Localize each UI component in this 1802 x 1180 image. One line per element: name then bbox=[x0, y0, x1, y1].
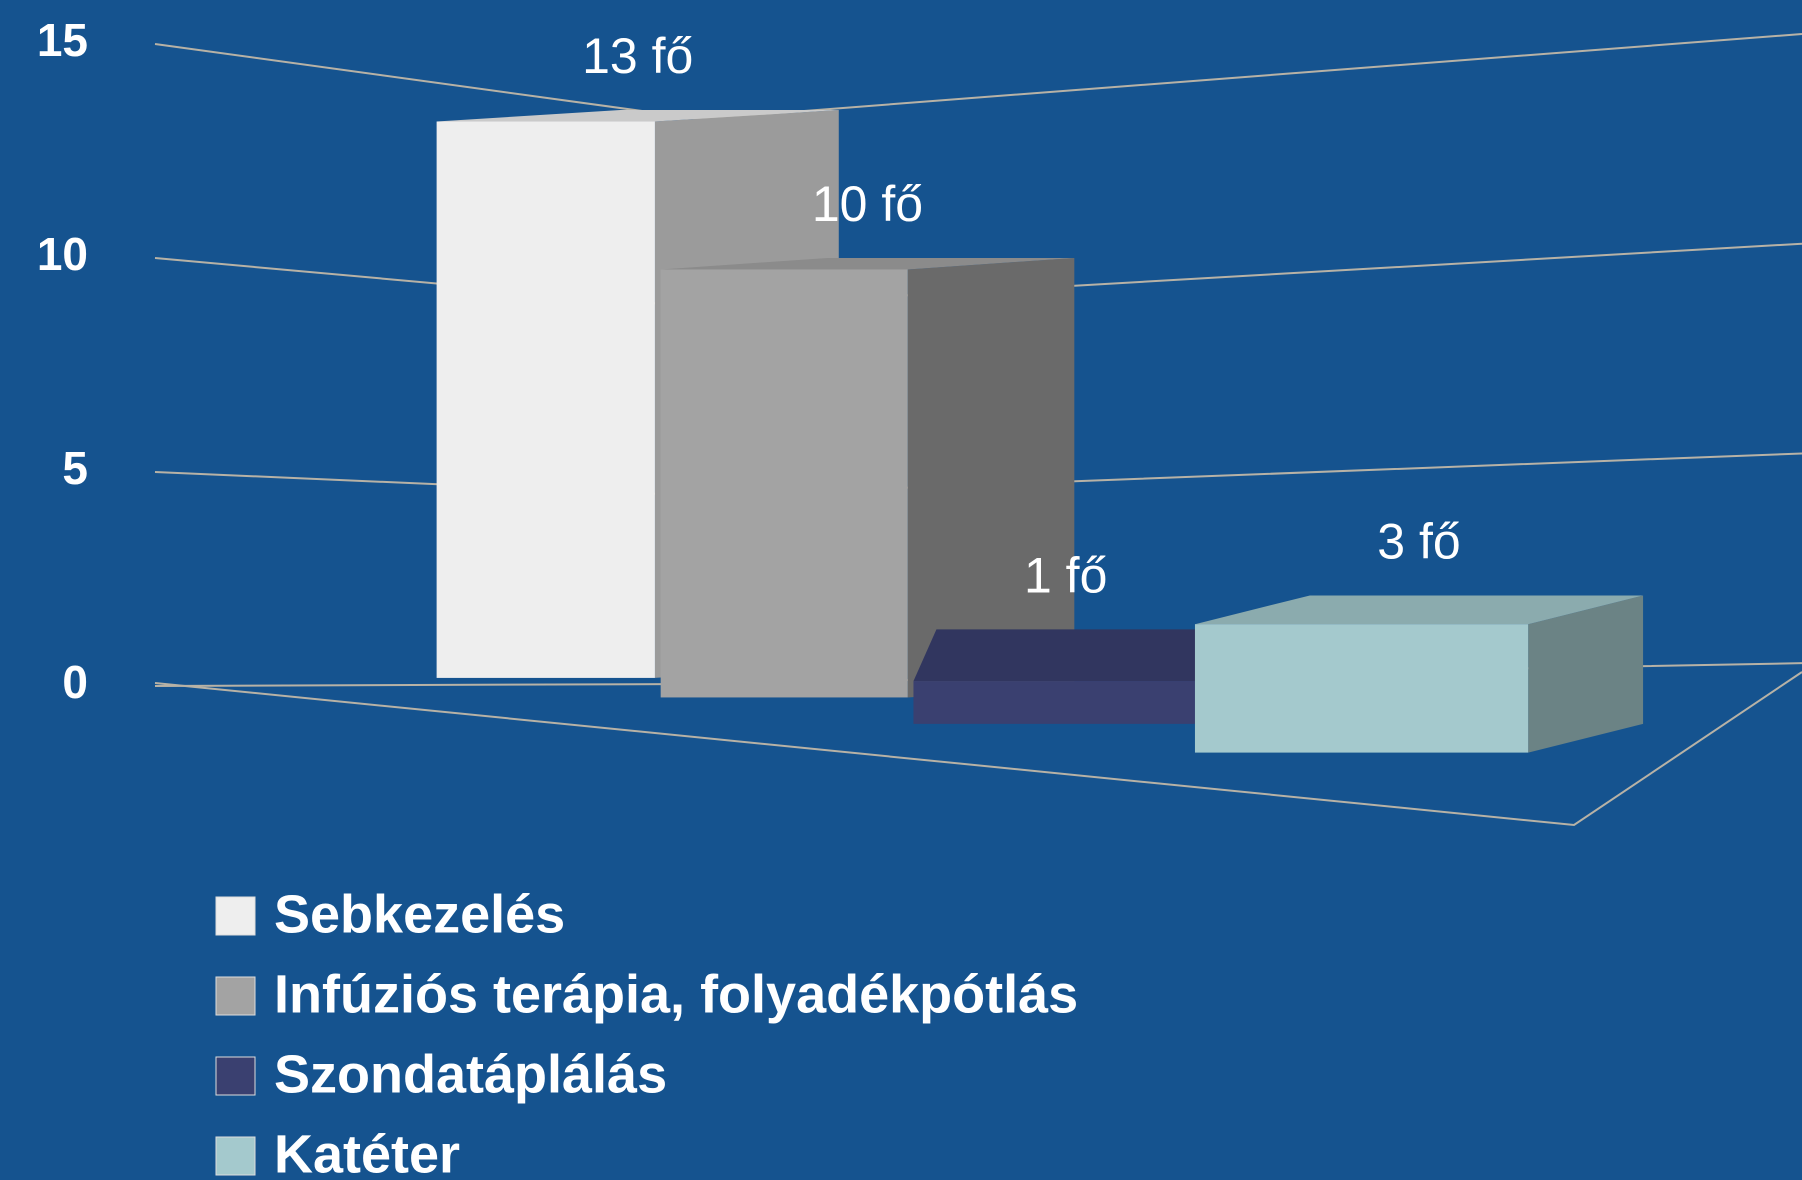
grid-line bbox=[154, 33, 1802, 121]
legend-swatch bbox=[215, 1056, 256, 1096]
legend-label: Infúziós terápia, folyadékpótlás bbox=[274, 964, 1078, 1024]
floor bbox=[154, 671, 1802, 827]
legend-swatch bbox=[215, 896, 256, 936]
legend-label: Katéter bbox=[274, 1124, 460, 1180]
y-tick-label: 5 bbox=[62, 442, 88, 494]
bar bbox=[913, 681, 1195, 724]
value-label: 3 fő bbox=[1377, 514, 1460, 570]
bar-top bbox=[1194, 595, 1644, 625]
bar-top bbox=[913, 629, 1218, 682]
legend-label: Szondatáplálás bbox=[274, 1044, 667, 1104]
value-label: 1 fő bbox=[1024, 548, 1107, 604]
bar bbox=[660, 269, 908, 698]
value-label: 13 fő bbox=[582, 28, 693, 84]
y-tick-label: 0 bbox=[62, 656, 88, 708]
bar-side bbox=[1528, 595, 1644, 753]
bar bbox=[1194, 624, 1529, 753]
bar-top bbox=[660, 257, 1075, 270]
legend-swatch bbox=[215, 1136, 256, 1176]
bar bbox=[436, 121, 655, 678]
legend-label: Sebkezelés bbox=[274, 884, 565, 944]
bar-side bbox=[907, 257, 1075, 698]
value-label: 10 fő bbox=[812, 176, 923, 232]
y-tick-label: 15 bbox=[37, 14, 88, 66]
y-tick-label: 10 bbox=[37, 228, 88, 280]
bar-top bbox=[436, 110, 839, 122]
legend-swatch bbox=[215, 976, 256, 1016]
